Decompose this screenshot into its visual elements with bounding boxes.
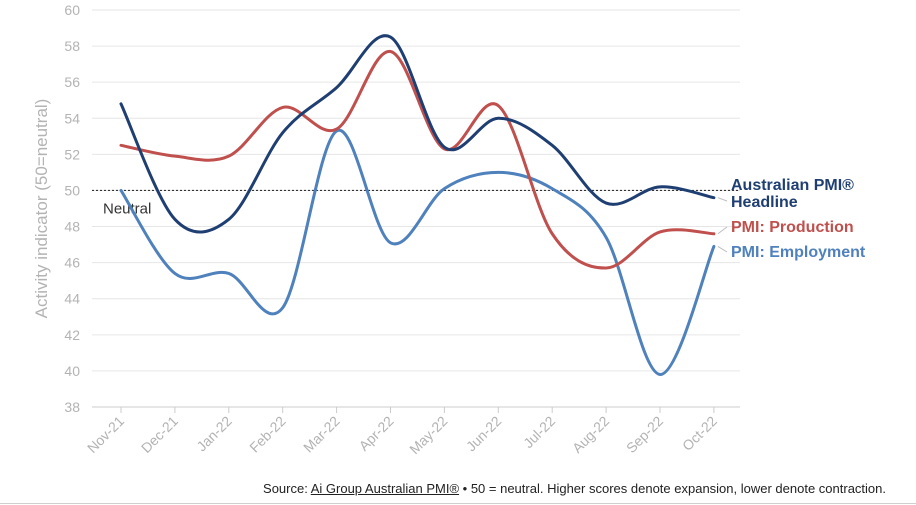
label-leader-line — [717, 245, 728, 253]
x-tick-label: Jul-22 — [520, 413, 558, 451]
x-tick-label: Apr-22 — [356, 413, 397, 454]
series-labels: Australian PMI® Headline PMI: Production PM… — [717, 177, 866, 261]
x-tick-label: Aug-22 — [569, 413, 612, 456]
footer-suffix: • 50 = neutral. Higher scores denote exp… — [459, 481, 886, 496]
y-tick-label: 56 — [64, 74, 80, 90]
y-tick-label: 54 — [64, 110, 80, 126]
x-tick-label: May-22 — [406, 413, 450, 457]
y-tick-label: 58 — [64, 38, 80, 54]
series-label-line: PMI: Employment — [731, 244, 866, 261]
y-axis-ticks: 38 40 42 44 46 48 50 52 54 56 58 60 — [64, 2, 80, 415]
neutral-label: Neutral — [103, 200, 151, 217]
x-tick-label: Jan-22 — [193, 413, 235, 455]
y-tick-label: 38 — [64, 399, 80, 415]
x-tick-label: Mar-22 — [300, 413, 343, 456]
y-tick-label: 60 — [64, 2, 80, 18]
y-tick-label: 40 — [64, 363, 80, 379]
footer-divider — [0, 503, 916, 504]
x-tick-label: Nov-21 — [84, 413, 127, 456]
x-tick-label: Sep-22 — [623, 413, 666, 456]
series-label-line: PMI: Production — [731, 219, 854, 236]
series-line-australian-pmi-headline — [119, 34, 716, 234]
source-footer: Source: Ai Group Australian PMI® • 50 = … — [0, 481, 886, 496]
y-tick-label: 52 — [64, 146, 80, 162]
y-tick-label: 42 — [64, 327, 80, 343]
label-leader-line — [717, 226, 728, 235]
series-label-line: Australian PMI® — [731, 177, 854, 194]
label-leader-line — [717, 197, 728, 202]
x-axis-ticks: Nov-21 Dec-21 Jan-22 Feb-22 Mar-22 Apr-22 May-… — [84, 407, 720, 457]
series-label: Australian PMI® Headline — [731, 177, 854, 211]
series-line-pmi-employment — [119, 129, 716, 377]
line-chart: 38 40 42 44 46 48 50 52 54 56 58 60 Nov-21 Dec-21 Jan… — [32, 2, 866, 457]
y-axis-label: Activity indicator (50=neutral) — [32, 99, 51, 319]
source-link[interactable]: Ai Group Australian PMI® — [310, 481, 460, 496]
y-tick-label: 48 — [64, 219, 80, 235]
x-tick-label: Oct-22 — [679, 413, 720, 454]
series-label-line: Headline — [731, 194, 798, 211]
x-tick-label: Dec-21 — [138, 413, 181, 456]
y-tick-label: 46 — [64, 255, 80, 271]
y-tick-label: 44 — [64, 291, 80, 307]
x-tick-label: Jun-22 — [463, 413, 505, 455]
y-tick-label: 50 — [64, 182, 80, 198]
series-lines — [119, 34, 716, 377]
series-line-pmi-production — [119, 50, 716, 270]
series-label: PMI: Production — [731, 219, 854, 236]
footer-prefix: Source: — [263, 481, 311, 496]
series-label: PMI: Employment — [731, 244, 866, 261]
x-tick-label: Feb-22 — [246, 413, 289, 456]
